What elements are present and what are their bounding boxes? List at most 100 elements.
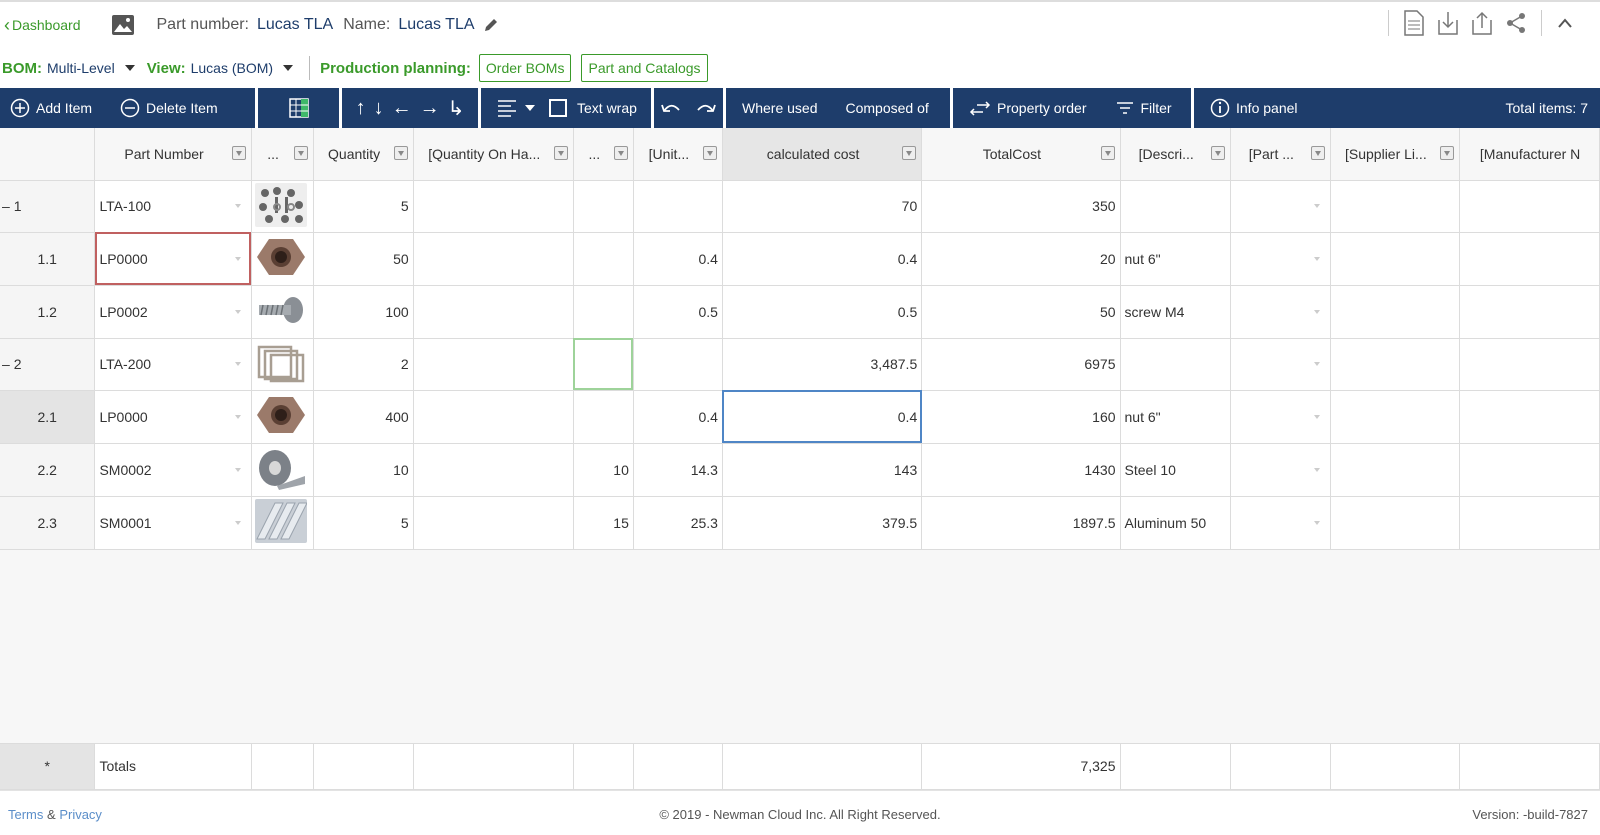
- part-dropdown-cell[interactable]: [1230, 338, 1331, 391]
- chevron-down-icon[interactable]: [1313, 362, 1320, 366]
- column-header-col6[interactable]: ...: [573, 128, 634, 181]
- edit-pencil-icon[interactable]: [483, 17, 499, 33]
- total-cost-cell[interactable]: 1897.5: [921, 496, 1121, 550]
- part-number-cell[interactable]: LTA-200: [94, 338, 252, 391]
- column6-cell[interactable]: [573, 338, 634, 391]
- quantity-on-hand-cell[interactable]: [413, 180, 574, 233]
- collapse-toggle-icon[interactable]: –: [2, 356, 10, 372]
- supplier-cell[interactable]: [1330, 496, 1460, 550]
- calculated-cost-cell[interactable]: 143: [722, 443, 923, 497]
- unit-cell[interactable]: 0.4: [633, 390, 723, 444]
- column-header-quantity-on-hand[interactable]: [Quantity On Ha...: [413, 128, 574, 181]
- order-boms-button[interactable]: Order BOMs: [478, 54, 572, 82]
- total-cost-cell[interactable]: 6975: [921, 338, 1121, 391]
- filter-button[interactable]: Filter: [1116, 100, 1172, 116]
- manufacturer-cell[interactable]: [1459, 496, 1600, 550]
- filter-icon[interactable]: [902, 146, 917, 160]
- part-thumbnail-cell[interactable]: [251, 180, 314, 233]
- row-index[interactable]: 1.2: [0, 285, 96, 339]
- description-cell[interactable]: Steel 10: [1120, 443, 1231, 497]
- delete-item-button[interactable]: Delete Item: [120, 98, 218, 118]
- manufacturer-cell[interactable]: [1459, 285, 1600, 339]
- column6-cell[interactable]: [573, 232, 634, 286]
- view-select[interactable]: Lucas (BOM): [190, 60, 274, 76]
- quantity-on-hand-cell[interactable]: [413, 232, 574, 286]
- total-cost-cell[interactable]: 20: [921, 232, 1121, 286]
- supplier-cell[interactable]: [1330, 338, 1460, 391]
- row-index[interactable]: – 1: [0, 180, 96, 233]
- column6-cell[interactable]: [573, 285, 634, 339]
- part-thumbnail-cell[interactable]: [251, 496, 314, 550]
- text-wrap-checkbox[interactable]: [549, 99, 567, 117]
- table-row[interactable]: 2.1 LP0000 400 0.4 0.4 160 nut 6": [0, 390, 1600, 444]
- filter-icon[interactable]: [231, 146, 246, 160]
- part-dropdown-cell[interactable]: [1230, 180, 1331, 233]
- column6-cell[interactable]: [573, 180, 634, 233]
- description-cell[interactable]: [1120, 338, 1231, 391]
- unit-cell[interactable]: 25.3: [633, 496, 723, 550]
- part-number-cell[interactable]: LP0000: [94, 232, 252, 286]
- redo-icon[interactable]: [695, 101, 717, 115]
- chevron-down-icon[interactable]: [1313, 256, 1320, 261]
- total-cost-cell[interactable]: 1430: [921, 443, 1121, 497]
- part-catalogs-button[interactable]: Part and Catalogs: [581, 54, 708, 82]
- terms-link[interactable]: Terms: [8, 807, 44, 822]
- chevron-down-icon[interactable]: [234, 520, 241, 525]
- manufacturer-cell[interactable]: [1459, 390, 1600, 444]
- quantity-on-hand-cell[interactable]: [413, 285, 574, 339]
- table-row[interactable]: – 2 LTA-200 2 3,487.5 6975: [0, 338, 1600, 391]
- total-cost-cell[interactable]: 50: [921, 285, 1121, 339]
- supplier-cell[interactable]: [1330, 232, 1460, 286]
- quantity-on-hand-cell[interactable]: [413, 496, 574, 550]
- part-thumbnail-cell[interactable]: [251, 390, 314, 444]
- arrow-left-icon[interactable]: ←: [391, 96, 412, 119]
- align-dropdown-caret[interactable]: [525, 105, 535, 111]
- part-number-cell[interactable]: SM0001: [94, 496, 252, 550]
- filter-icon[interactable]: [293, 146, 308, 160]
- row-index[interactable]: 2.2: [0, 443, 96, 497]
- part-dropdown-cell[interactable]: [1230, 443, 1331, 497]
- privacy-link[interactable]: Privacy: [59, 807, 102, 822]
- part-dropdown-cell[interactable]: [1230, 232, 1331, 286]
- manufacturer-cell[interactable]: [1459, 443, 1600, 497]
- column-header-total-cost[interactable]: TotalCost: [921, 128, 1121, 181]
- unit-cell[interactable]: [633, 180, 723, 233]
- calculated-cost-cell[interactable]: 70: [722, 180, 923, 233]
- download-icon[interactable]: [1437, 10, 1459, 36]
- column-header-calculated-cost[interactable]: calculated cost: [722, 128, 923, 181]
- column-header-part-number[interactable]: Part Number: [94, 128, 252, 181]
- calculated-cost-cell[interactable]: 379.5: [722, 496, 923, 550]
- add-item-button[interactable]: Add Item: [10, 98, 92, 118]
- upload-icon[interactable]: [1471, 10, 1493, 36]
- part-dropdown-cell[interactable]: [1230, 390, 1331, 444]
- chevron-up-icon[interactable]: [1556, 16, 1574, 30]
- table-row[interactable]: 1.2 LP0002 100 0.5 0.5 50 screw M4: [0, 285, 1600, 339]
- supplier-cell[interactable]: [1330, 390, 1460, 444]
- dashboard-back-link[interactable]: ‹ Dashboard: [4, 15, 81, 36]
- part-number-cell[interactable]: LP0002: [94, 285, 252, 339]
- table-row[interactable]: 2.3 SM0001 5 15 25.3 379.5 1897.5 Aluminum 50: [0, 496, 1600, 550]
- description-cell[interactable]: nut 6": [1120, 390, 1231, 444]
- chevron-down-icon[interactable]: [234, 309, 241, 314]
- filter-icon[interactable]: [702, 146, 717, 160]
- filter-icon[interactable]: [1439, 146, 1454, 160]
- column-header-image[interactable]: ...: [251, 128, 314, 181]
- column-header-unit[interactable]: [Unit...: [633, 128, 723, 181]
- info-panel-button[interactable]: Info panel: [1210, 98, 1298, 118]
- unit-cell[interactable]: [633, 338, 723, 391]
- column-header-supplier[interactable]: [Supplier Li...: [1330, 128, 1460, 181]
- part-dropdown-cell[interactable]: [1230, 496, 1331, 550]
- quantity-on-hand-cell[interactable]: [413, 443, 574, 497]
- row-index[interactable]: 2.1: [0, 390, 96, 444]
- calculated-cost-cell[interactable]: 0.5: [722, 285, 923, 339]
- column6-cell[interactable]: 10: [573, 443, 634, 497]
- calculated-cost-cell[interactable]: 3,487.5: [722, 338, 923, 391]
- align-left-icon[interactable]: [497, 99, 517, 117]
- description-cell[interactable]: nut 6": [1120, 232, 1231, 286]
- collapse-toggle-icon[interactable]: –: [2, 198, 10, 214]
- part-thumbnail-cell[interactable]: [251, 443, 314, 497]
- chevron-down-icon[interactable]: [234, 414, 241, 419]
- bom-dropdown-caret[interactable]: [124, 65, 135, 71]
- column-header-manufacturer[interactable]: [Manufacturer N: [1459, 128, 1600, 181]
- chevron-down-icon[interactable]: [1313, 467, 1320, 472]
